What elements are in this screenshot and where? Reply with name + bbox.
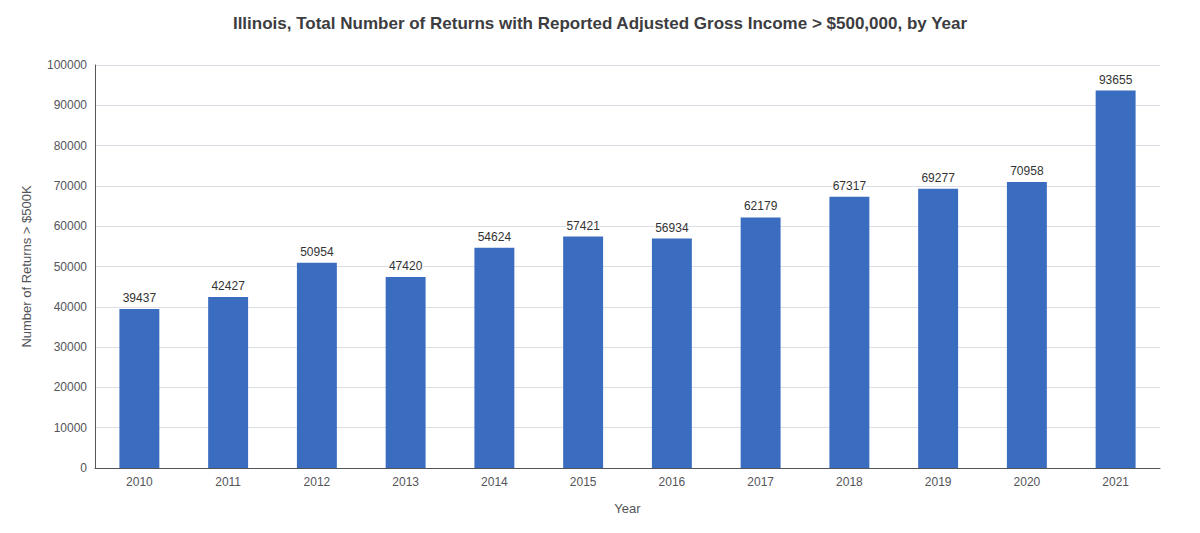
svg-text:70000: 70000: [54, 179, 88, 193]
svg-text:2013: 2013: [392, 475, 419, 489]
svg-text:10000: 10000: [54, 421, 88, 435]
svg-text:42427: 42427: [211, 279, 245, 293]
svg-text:50000: 50000: [54, 260, 88, 274]
svg-text:54624: 54624: [478, 230, 512, 244]
svg-text:60000: 60000: [54, 219, 88, 233]
svg-text:2018: 2018: [836, 475, 863, 489]
svg-text:47420: 47420: [389, 259, 423, 273]
svg-text:62179: 62179: [744, 199, 778, 213]
svg-text:56934: 56934: [655, 221, 689, 235]
svg-text:2021: 2021: [1102, 475, 1129, 489]
svg-text:2016: 2016: [659, 475, 686, 489]
svg-text:69277: 69277: [921, 171, 955, 185]
svg-text:0: 0: [80, 461, 87, 475]
svg-text:30000: 30000: [54, 340, 88, 354]
svg-text:70958: 70958: [1010, 164, 1044, 178]
svg-text:2019: 2019: [925, 475, 952, 489]
svg-text:57421: 57421: [566, 219, 600, 233]
svg-text:2015: 2015: [570, 475, 597, 489]
svg-text:39437: 39437: [123, 291, 157, 305]
svg-text:100000: 100000: [47, 58, 87, 72]
svg-text:93655: 93655: [1099, 73, 1133, 87]
svg-text:2020: 2020: [1014, 475, 1041, 489]
svg-text:Illinois, Total Number of Retu: Illinois, Total Number of Returns with R…: [233, 14, 968, 33]
svg-text:2012: 2012: [304, 475, 331, 489]
svg-text:2014: 2014: [481, 475, 508, 489]
svg-text:2010: 2010: [126, 475, 153, 489]
svg-text:80000: 80000: [54, 139, 88, 153]
svg-text:2017: 2017: [747, 475, 774, 489]
svg-text:Number of Returns > $500K: Number of Returns > $500K: [19, 185, 34, 348]
svg-text:2011: 2011: [215, 475, 241, 489]
svg-text:67317: 67317: [833, 179, 867, 193]
svg-text:Year: Year: [614, 501, 641, 516]
svg-text:50954: 50954: [300, 245, 334, 259]
svg-text:20000: 20000: [54, 380, 88, 394]
svg-text:90000: 90000: [54, 98, 88, 112]
svg-text:40000: 40000: [54, 300, 88, 314]
